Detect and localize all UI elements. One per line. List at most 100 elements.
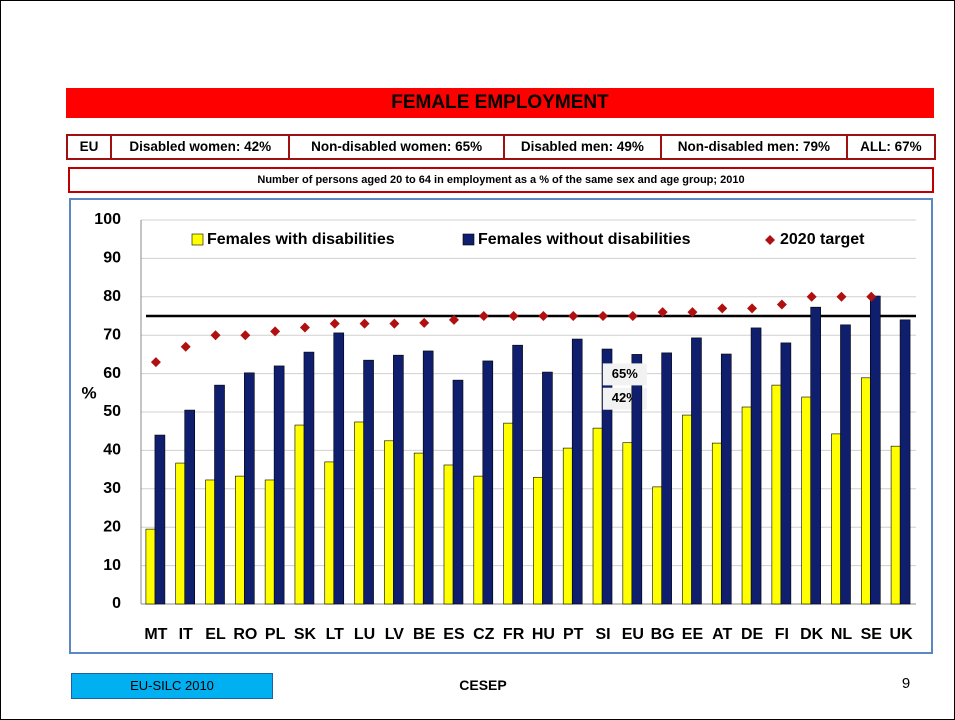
bar	[503, 422, 514, 605]
target-marker	[478, 311, 489, 321]
x-tick-label: DE	[741, 626, 764, 643]
y-tick-label: 40	[103, 442, 121, 459]
x-tick-label: EL	[205, 626, 226, 643]
target-marker	[836, 291, 847, 302]
target-marker	[389, 318, 400, 329]
bar	[533, 476, 544, 605]
legend-label: 2020 target	[780, 231, 865, 248]
bar	[801, 396, 812, 605]
bar	[750, 327, 762, 605]
bar	[294, 424, 306, 605]
bar	[214, 384, 225, 605]
bar	[512, 344, 523, 605]
bar	[780, 342, 792, 605]
y-tick-label: 70	[103, 326, 121, 343]
target-marker	[508, 311, 519, 321]
x-tick-label: PT	[563, 626, 584, 643]
bar	[890, 445, 902, 605]
target-marker	[657, 307, 668, 318]
y-tick-label: 30	[103, 480, 121, 497]
target-marker	[806, 291, 817, 302]
label-bg	[602, 363, 647, 386]
bar	[661, 352, 672, 605]
target-marker	[210, 330, 221, 341]
target-marker	[180, 341, 191, 352]
bar	[711, 442, 723, 605]
x-tick-label: SI	[595, 626, 610, 643]
stats-row: EU Disabled women: 42% Non-disabled wome…	[66, 134, 936, 160]
y-tick-label: 90	[103, 250, 121, 267]
y-tick-label: 100	[94, 211, 121, 228]
bar	[324, 461, 336, 605]
x-tick-label: HU	[532, 626, 555, 643]
stat: ALL: 67%	[845, 134, 936, 160]
bar	[333, 332, 345, 605]
bar	[592, 427, 604, 605]
target-marker	[866, 291, 877, 302]
legend-marker	[765, 235, 775, 245]
target-marker	[598, 311, 609, 321]
legend-label: Females with disabilities	[207, 231, 395, 248]
bar	[542, 371, 553, 605]
target-marker	[747, 303, 758, 314]
bar	[571, 338, 583, 605]
bar	[771, 384, 783, 605]
bar	[741, 406, 753, 605]
bar	[384, 440, 395, 605]
bar	[354, 421, 365, 605]
legend-swatch	[191, 233, 204, 246]
x-tick-label: SE	[861, 626, 883, 643]
bar	[303, 351, 315, 605]
bar	[869, 295, 881, 605]
target-marker	[150, 357, 161, 368]
x-tick-label: FI	[775, 626, 789, 643]
bar	[682, 414, 693, 605]
bar	[443, 464, 455, 605]
source-box: EU-SILC 2010	[71, 673, 273, 699]
bar	[601, 348, 613, 605]
bar	[473, 475, 485, 605]
x-tick-label: LU	[354, 626, 375, 643]
x-tick-label: UK	[890, 626, 914, 643]
bar	[184, 409, 196, 605]
x-tick-label: LV	[385, 626, 405, 643]
bar	[413, 452, 425, 605]
x-tick-label: RO	[233, 626, 257, 643]
bar	[631, 354, 643, 605]
x-tick-label: NL	[831, 626, 853, 643]
bar	[860, 377, 872, 605]
x-tick-label: PL	[265, 626, 286, 643]
bar	[154, 434, 166, 605]
x-tick-label: EE	[682, 626, 704, 643]
bar	[363, 359, 374, 605]
target-marker	[240, 330, 251, 341]
x-tick-label: CZ	[473, 626, 495, 643]
bar	[235, 475, 246, 605]
target-marker	[270, 326, 281, 337]
legend-swatch	[462, 233, 475, 246]
bar	[652, 486, 663, 605]
y-tick-label: 60	[103, 365, 121, 382]
x-tick-label: SK	[294, 626, 317, 643]
bar	[720, 353, 732, 605]
chart-frame	[69, 198, 933, 654]
x-tick-label: FR	[503, 626, 525, 643]
target-marker	[627, 311, 638, 321]
bar	[562, 447, 574, 605]
target-marker	[448, 314, 459, 325]
bar	[810, 306, 821, 605]
y-tick-label: 0	[112, 595, 121, 612]
bar	[244, 372, 255, 605]
bar	[264, 479, 276, 605]
target-marker	[776, 299, 787, 310]
bar	[899, 319, 911, 605]
target-marker	[538, 311, 549, 321]
bar	[175, 462, 187, 605]
y-tick-label: 50	[103, 403, 121, 420]
page-number: 9	[901, 675, 911, 692]
y-tick-label: 80	[103, 288, 121, 305]
target-marker	[329, 318, 340, 329]
bar	[622, 442, 634, 605]
